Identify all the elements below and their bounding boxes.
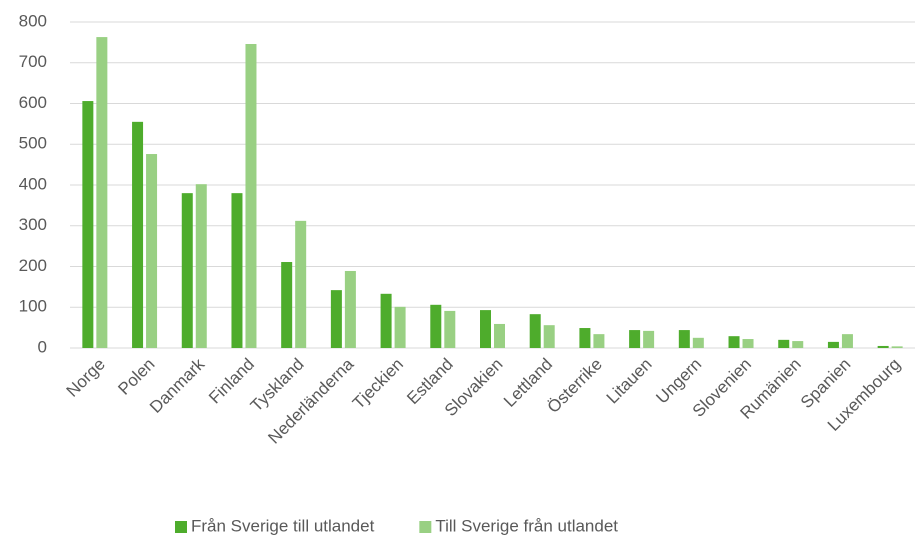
y-tick-label: 200: [19, 256, 47, 275]
bar: [380, 293, 392, 348]
bar: [82, 101, 94, 349]
bar: [132, 121, 144, 349]
bar: [891, 346, 903, 348]
x-tick-label: Danmark: [146, 354, 209, 417]
x-tick-label: Norge: [63, 355, 109, 401]
legend-label: Från Sverige till utlandet: [191, 516, 375, 535]
y-tick-label: 600: [19, 93, 47, 112]
y-tick-label: 800: [19, 11, 47, 30]
legend-swatch: [175, 521, 187, 533]
bar: [778, 339, 790, 348]
x-tick-label: Tjeckien: [349, 355, 407, 413]
bar: [742, 339, 754, 348]
x-tick-label: Litauen: [603, 355, 656, 408]
bar: [480, 310, 491, 348]
bar: [529, 314, 541, 348]
legend-label: Till Sverige från utlandet: [435, 516, 618, 535]
bar: [394, 306, 406, 348]
bar: [344, 270, 356, 348]
bar: [281, 262, 293, 348]
y-tick-label: 100: [19, 297, 47, 316]
bar: [543, 325, 555, 348]
bar: [643, 330, 655, 348]
bar: [245, 44, 257, 348]
y-tick-label: 300: [19, 215, 47, 234]
x-tick-label: Österrike: [544, 355, 606, 417]
x-tick-label: Polen: [114, 355, 158, 399]
bar: [195, 184, 207, 348]
y-tick-label: 500: [19, 134, 47, 153]
bar: [231, 193, 243, 348]
bar: [430, 304, 442, 348]
bar: [692, 337, 704, 348]
bar: [629, 330, 641, 348]
y-tick-label: 0: [38, 337, 47, 356]
bar: [841, 334, 853, 348]
bar: [494, 323, 505, 348]
y-tick-label: 700: [19, 52, 47, 71]
bar: [295, 220, 307, 348]
legend-swatch: [419, 521, 432, 533]
bar: [792, 341, 804, 348]
bar: [877, 345, 889, 348]
bar: [678, 330, 690, 348]
bar: [827, 341, 839, 348]
bar: [146, 154, 158, 348]
bar: [96, 37, 108, 348]
bar: [444, 310, 456, 348]
bar: [579, 328, 591, 348]
bar: [181, 193, 193, 348]
bar: [593, 334, 605, 348]
x-tick-label: Nederländerna: [264, 354, 357, 447]
bar: [330, 290, 342, 348]
bar: [728, 336, 740, 348]
y-tick-label: 400: [19, 174, 47, 193]
